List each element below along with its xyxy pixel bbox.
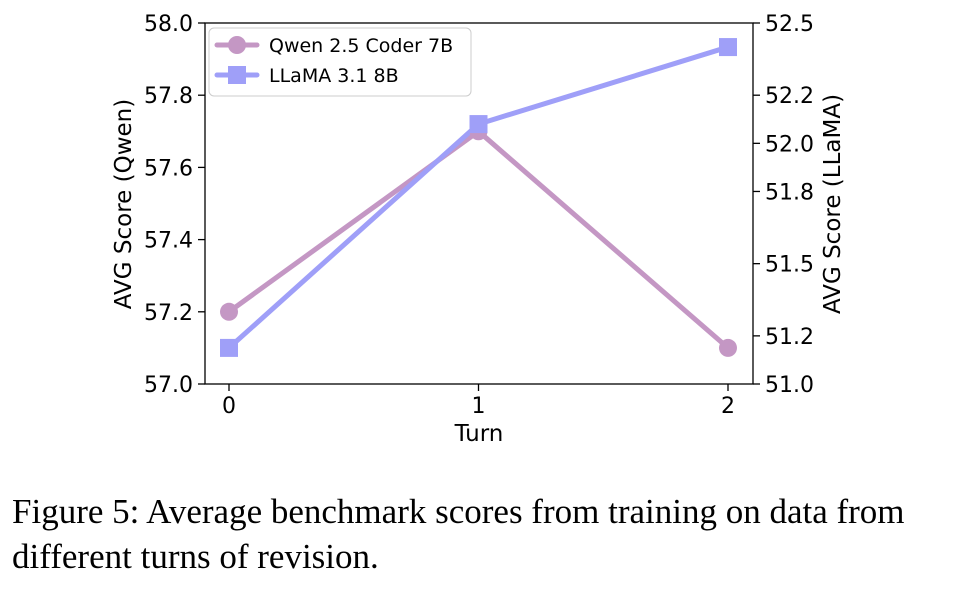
right-y-axis-label: AVG Score (LLaMA)	[820, 94, 846, 314]
left-y-tick-label: 57.0	[144, 373, 193, 398]
left-y-tick-label: 57.4	[144, 229, 193, 254]
x-tick-label: 2	[721, 394, 735, 419]
x-tick-label: 1	[472, 394, 486, 419]
data-point-qwen	[220, 302, 238, 321]
right-y-tick-label: 51.2	[765, 325, 814, 350]
right-y-tick-label: 51.5	[765, 253, 814, 278]
right-y-tick-label: 52.0	[765, 132, 814, 157]
data-point-llama	[469, 115, 488, 134]
legend-label-llama: LLaMA 3.1 8B	[269, 65, 399, 87]
data-point-llama	[220, 338, 238, 357]
series-line-qwen	[226, 128, 731, 351]
figure-caption: Figure 5: Average benchmark scores from …	[12, 492, 905, 576]
left-y-tick-label: 57.2	[144, 301, 193, 326]
data-point-llama	[719, 38, 737, 57]
legend-label-qwen: Qwen 2.5 Coder 7B	[269, 35, 453, 57]
right-y-tick-label: 52.5	[765, 12, 814, 37]
left-y-tick-label: 57.8	[144, 84, 193, 109]
left-y-axis: 57.0 57.2 57.4 57.6 57.8 58.0	[144, 12, 205, 398]
plot-markers	[220, 38, 737, 357]
right-y-tick-label: 52.2	[765, 84, 814, 109]
right-y-tick-label: 51.0	[765, 373, 814, 398]
legend: Qwen 2.5 Coder 7B LLaMA 3.1 8B	[208, 27, 472, 97]
legend-marker-llama	[228, 66, 246, 84]
right-y-axis: 51.0 51.2 51.5 51.8 52.0 52.2 52.5	[753, 12, 814, 398]
x-axis: 0 1 2	[222, 384, 735, 419]
right-y-tick-label: 51.8	[765, 180, 814, 205]
legend-frame	[208, 27, 472, 97]
legend-marker-qwen	[228, 36, 246, 54]
left-y-tick-label: 58.0	[144, 12, 193, 37]
data-point-qwen	[719, 338, 737, 357]
left-y-tick-label: 57.6	[144, 156, 193, 181]
x-axis-label: Turn	[454, 421, 504, 447]
left-y-axis-label: AVG Score (Qwen)	[111, 99, 137, 309]
x-tick-label: 0	[222, 394, 236, 419]
